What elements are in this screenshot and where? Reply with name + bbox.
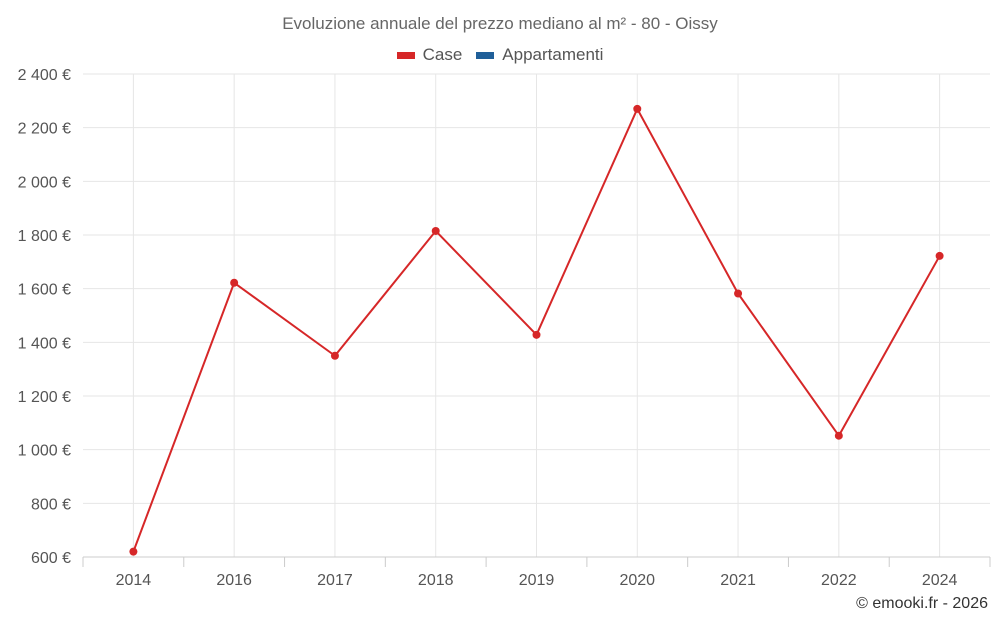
y-tick-label: 1 000 € [18, 443, 71, 460]
data-point [633, 105, 641, 113]
data-point [129, 548, 137, 556]
x-tick-label: 2020 [619, 572, 655, 589]
y-tick-label: 1 600 € [18, 282, 71, 299]
y-tick-label: 600 € [31, 550, 71, 567]
data-point [835, 432, 843, 440]
y-tick-label: 2 200 € [18, 121, 71, 138]
x-tick-label: 2017 [317, 572, 353, 589]
x-tick-label: 2024 [922, 572, 958, 589]
data-point [432, 227, 440, 235]
y-tick-label: 1 800 € [18, 228, 71, 245]
data-point [230, 279, 238, 287]
x-tick-label: 2016 [216, 572, 252, 589]
y-tick-label: 2 000 € [18, 174, 71, 191]
data-point [331, 352, 339, 360]
y-tick-label: 2 400 € [18, 67, 71, 84]
data-point [936, 252, 944, 260]
credits[interactable]: © emooki.fr - 2026 [856, 595, 988, 613]
x-tick-label: 2019 [519, 572, 555, 589]
x-tick-label: 2022 [821, 572, 857, 589]
y-tick-label: 800 € [31, 496, 71, 513]
y-tick-label: 1 200 € [18, 389, 71, 406]
data-point [533, 331, 541, 339]
data-point [734, 289, 742, 297]
x-tick-label: 2018 [418, 572, 454, 589]
x-tick-label: 2021 [720, 572, 756, 589]
x-tick-label: 2014 [116, 572, 152, 589]
y-tick-label: 1 400 € [18, 335, 71, 352]
